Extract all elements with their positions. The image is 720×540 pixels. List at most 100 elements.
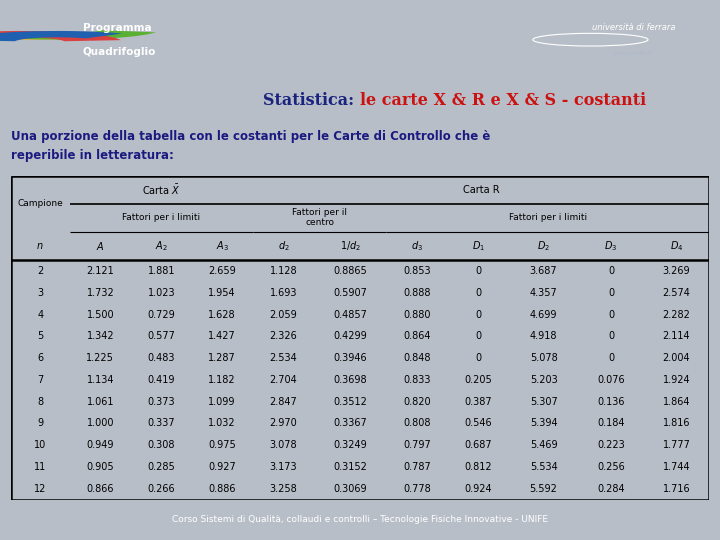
- Text: 0.729: 0.729: [148, 309, 175, 320]
- Text: 0.927: 0.927: [208, 462, 236, 472]
- Text: 9: 9: [37, 418, 43, 428]
- Text: 0.136: 0.136: [598, 397, 625, 407]
- Text: 1.744: 1.744: [662, 462, 690, 472]
- Text: 2.970: 2.970: [270, 418, 297, 428]
- Text: $D_4$: $D_4$: [670, 239, 683, 253]
- Text: 0.284: 0.284: [598, 484, 625, 494]
- Text: 0.266: 0.266: [148, 484, 175, 494]
- Text: 0.419: 0.419: [148, 375, 175, 385]
- Text: 1.427: 1.427: [208, 332, 236, 341]
- Text: 1.287: 1.287: [208, 353, 236, 363]
- Text: 5.078: 5.078: [530, 353, 557, 363]
- Text: 0.483: 0.483: [148, 353, 175, 363]
- Text: Fattori per il
centro: Fattori per il centro: [292, 208, 347, 227]
- Text: 1.881: 1.881: [148, 266, 175, 276]
- Text: 5.394: 5.394: [530, 418, 557, 428]
- Text: 1.032: 1.032: [208, 418, 236, 428]
- Text: Carta $\bar{X}$: Carta $\bar{X}$: [142, 183, 181, 197]
- Text: 0.387: 0.387: [464, 397, 492, 407]
- Text: 4.699: 4.699: [530, 309, 557, 320]
- Text: $A_3$: $A_3$: [216, 239, 229, 253]
- Text: 1.099: 1.099: [209, 397, 236, 407]
- Text: $d_2$: $d_2$: [278, 239, 289, 253]
- Text: 0.3249: 0.3249: [333, 440, 367, 450]
- Text: Quadrifoglio: Quadrifoglio: [83, 46, 156, 57]
- Text: 2.004: 2.004: [662, 353, 690, 363]
- Text: www.unife.it: www.unife.it: [614, 51, 653, 57]
- Text: Corso Sistemi di Qualità, collaudi e controlli – Tecnologie Fisiche Innovative -: Corso Sistemi di Qualità, collaudi e con…: [172, 515, 548, 524]
- Text: 0: 0: [608, 332, 614, 341]
- Text: $D_1$: $D_1$: [472, 239, 485, 253]
- Text: 0: 0: [475, 309, 481, 320]
- Text: 0.797: 0.797: [403, 440, 431, 450]
- Text: 0.812: 0.812: [464, 462, 492, 472]
- Text: 11: 11: [34, 462, 46, 472]
- Text: 0.949: 0.949: [86, 440, 114, 450]
- Text: 1.342: 1.342: [86, 332, 114, 341]
- Text: 1.023: 1.023: [148, 288, 175, 298]
- Text: 2: 2: [37, 266, 43, 276]
- Text: 0.546: 0.546: [464, 418, 492, 428]
- Text: 0.808: 0.808: [403, 418, 431, 428]
- Text: 0.833: 0.833: [403, 375, 431, 385]
- Text: $A$: $A$: [96, 240, 104, 252]
- Text: 0.5907: 0.5907: [333, 288, 367, 298]
- Text: 12: 12: [34, 484, 46, 494]
- Text: 2.704: 2.704: [270, 375, 297, 385]
- Text: 6: 6: [37, 353, 43, 363]
- Text: 0.205: 0.205: [464, 375, 492, 385]
- Text: 3.687: 3.687: [530, 266, 557, 276]
- Text: 1.816: 1.816: [662, 418, 690, 428]
- Text: 0.3367: 0.3367: [333, 418, 367, 428]
- Text: 2.121: 2.121: [86, 266, 114, 276]
- Text: 2.534: 2.534: [270, 353, 297, 363]
- Text: 0.880: 0.880: [403, 309, 431, 320]
- Text: 2.847: 2.847: [270, 397, 297, 407]
- Text: 2.574: 2.574: [662, 288, 690, 298]
- Text: 0.285: 0.285: [148, 462, 175, 472]
- Text: 0.864: 0.864: [403, 332, 431, 341]
- Wedge shape: [0, 30, 156, 39]
- Text: 5.534: 5.534: [530, 462, 557, 472]
- Text: 4: 4: [37, 309, 43, 320]
- Text: 0.3152: 0.3152: [333, 462, 367, 472]
- Text: 0.577: 0.577: [148, 332, 175, 341]
- Text: Una porzione della tabella con le costanti per le Carte di Controllo che è
reper: Una porzione della tabella con le costan…: [11, 130, 490, 161]
- Text: 2.326: 2.326: [270, 332, 297, 341]
- Text: 1.000: 1.000: [86, 418, 114, 428]
- Wedge shape: [0, 31, 122, 41]
- Text: 0.905: 0.905: [86, 462, 114, 472]
- Text: 0.256: 0.256: [597, 462, 625, 472]
- Text: 2.059: 2.059: [270, 309, 297, 320]
- Text: 10: 10: [34, 440, 46, 450]
- Text: 0.3698: 0.3698: [333, 375, 367, 385]
- Text: 2.282: 2.282: [662, 309, 690, 320]
- Text: Carta R: Carta R: [463, 185, 500, 194]
- Text: 0: 0: [475, 332, 481, 341]
- Text: 0.3069: 0.3069: [333, 484, 367, 494]
- Text: 1.716: 1.716: [662, 484, 690, 494]
- Text: 1.732: 1.732: [86, 288, 114, 298]
- Text: 2.659: 2.659: [208, 266, 236, 276]
- Text: $A_2$: $A_2$: [155, 239, 168, 253]
- Text: 4.918: 4.918: [530, 332, 557, 341]
- Text: 7: 7: [37, 375, 43, 385]
- Text: 0.3946: 0.3946: [333, 353, 367, 363]
- Text: 0.3512: 0.3512: [333, 397, 367, 407]
- Text: $n$: $n$: [37, 241, 44, 251]
- Text: 0.820: 0.820: [403, 397, 431, 407]
- Text: 0.866: 0.866: [86, 484, 114, 494]
- Text: Programma: Programma: [83, 23, 151, 33]
- Text: 0.373: 0.373: [148, 397, 175, 407]
- Text: 0.4857: 0.4857: [333, 309, 367, 320]
- Text: 0.853: 0.853: [403, 266, 431, 276]
- Text: 0.886: 0.886: [209, 484, 236, 494]
- Wedge shape: [0, 30, 108, 39]
- Text: 0.184: 0.184: [598, 418, 625, 428]
- Text: 1.061: 1.061: [86, 397, 114, 407]
- Text: 1.128: 1.128: [270, 266, 297, 276]
- Text: 3.078: 3.078: [270, 440, 297, 450]
- Text: 1.182: 1.182: [208, 375, 236, 385]
- Text: 0.924: 0.924: [464, 484, 492, 494]
- Text: 1.225: 1.225: [86, 353, 114, 363]
